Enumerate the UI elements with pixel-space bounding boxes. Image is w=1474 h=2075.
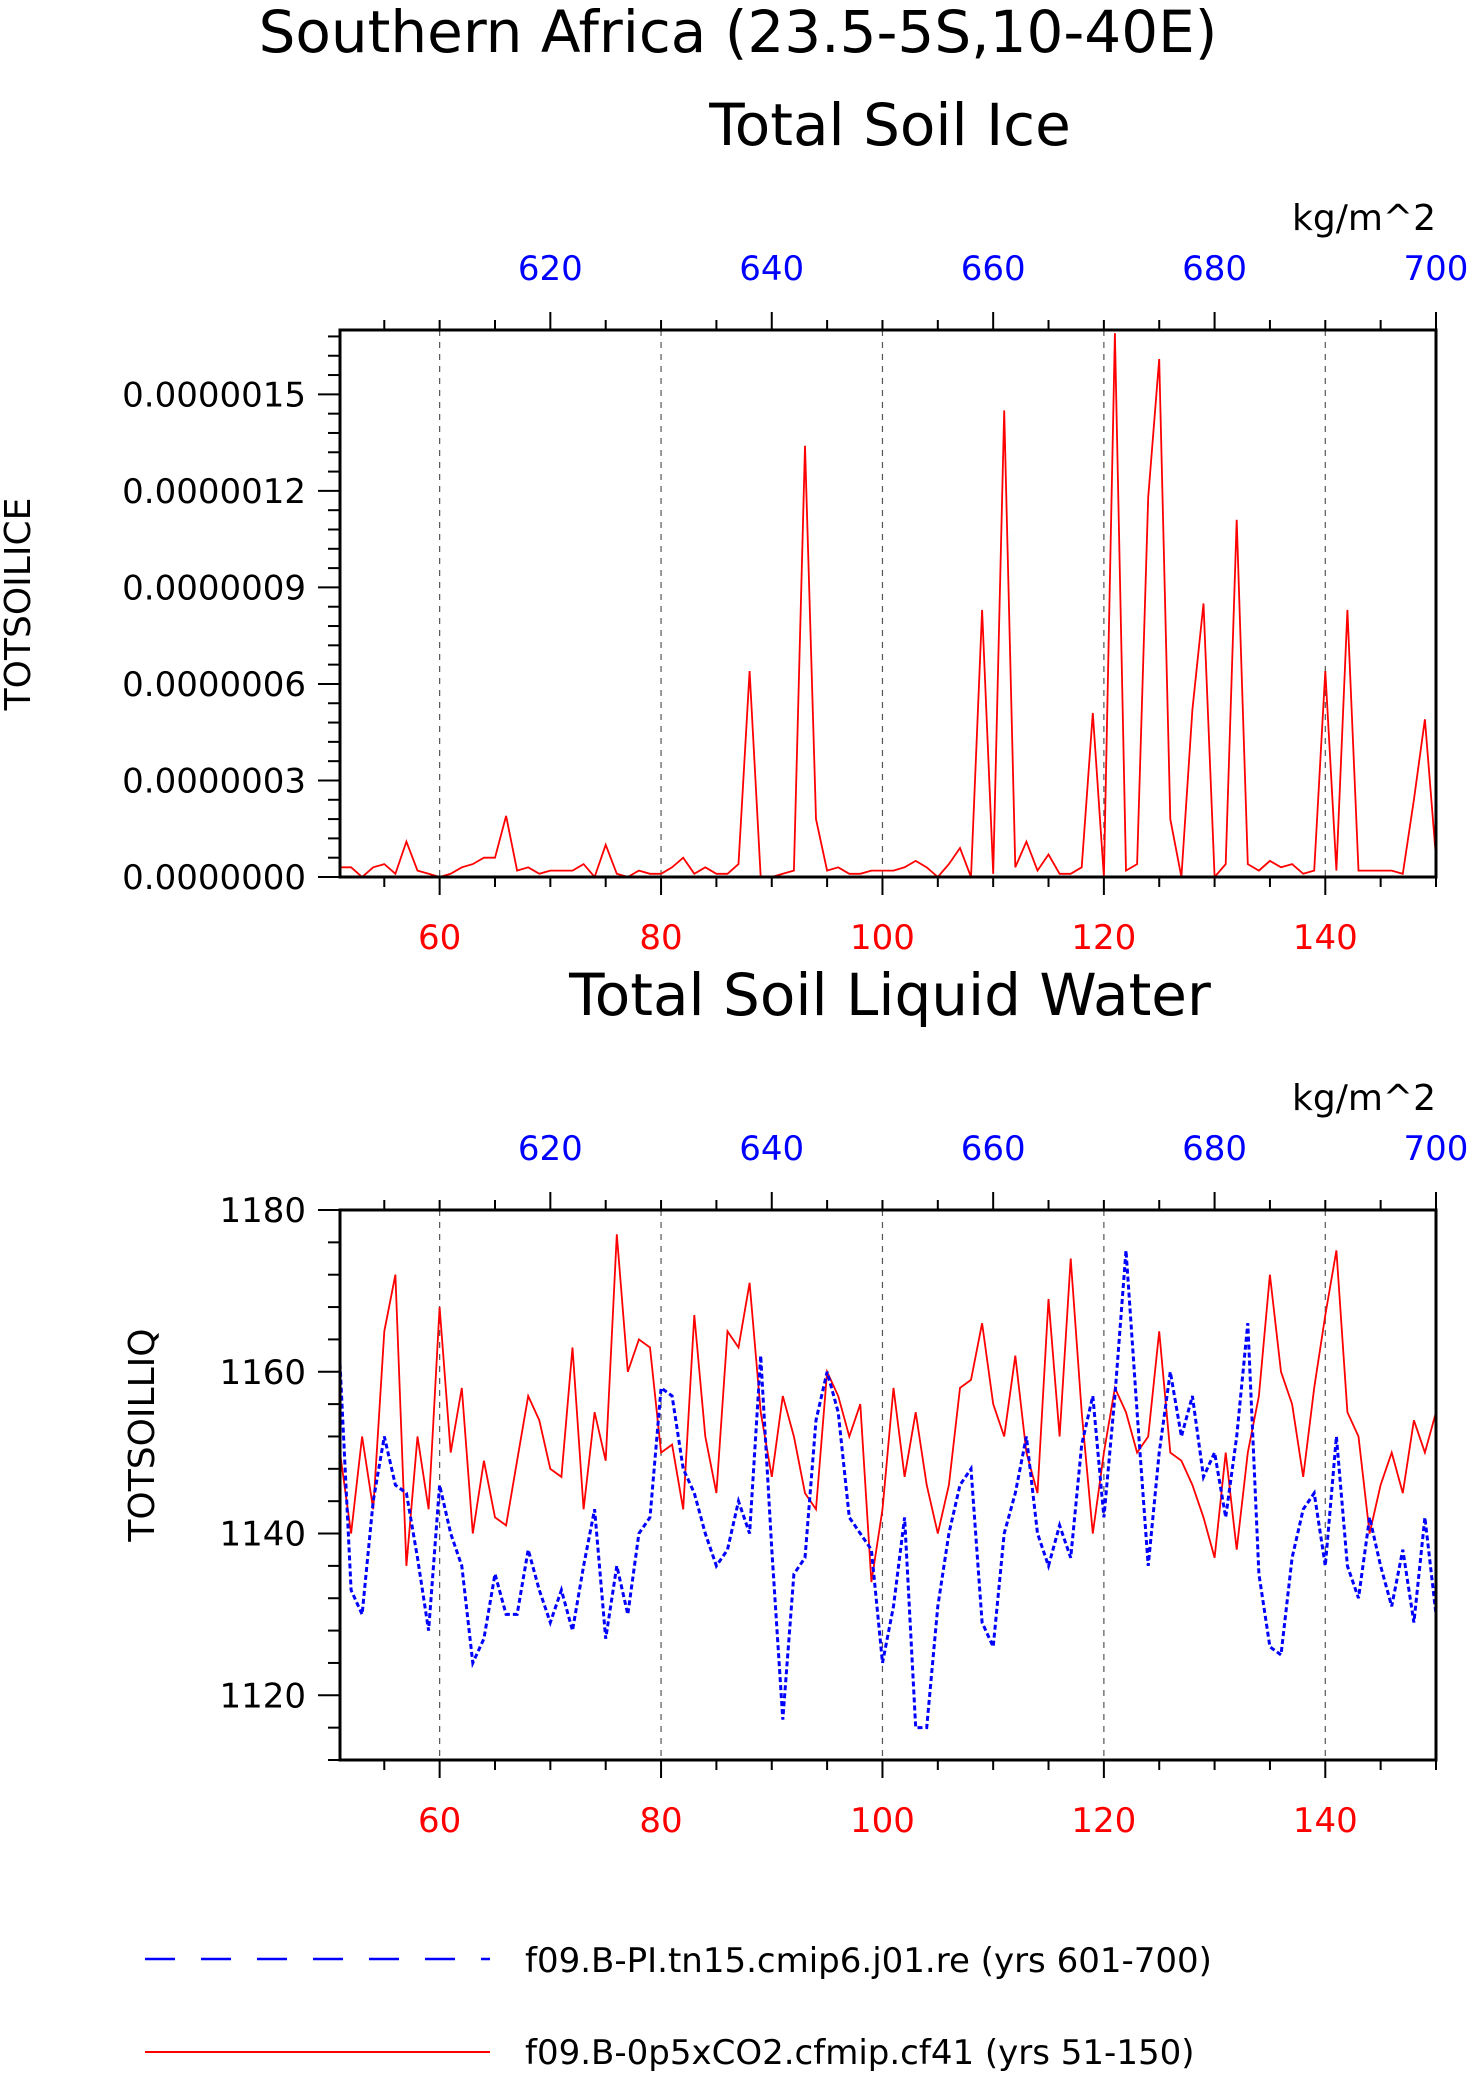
series-line-half-co2 [340, 333, 1437, 880]
units-label-soil-liquid-water: kg/m^2 [1292, 1078, 1436, 1119]
y-tick-label: 0.0000000 [122, 858, 306, 898]
x-bottom-tick-label: 120 [1071, 918, 1136, 958]
x-bottom-tick-label: 120 [1071, 1801, 1136, 1841]
x-bottom-tick-label: 60 [418, 1801, 461, 1841]
y-tick-label: 0.0000006 [122, 665, 306, 705]
series-soil-ice [340, 333, 1437, 880]
y-tick-label: 1160 [219, 1353, 306, 1393]
gridlines-soil-ice [439, 330, 1326, 877]
x-top-tick-label: 700 [1404, 249, 1469, 289]
x-top-tick-label: 700 [1404, 1129, 1469, 1169]
x-bottom-tick-label: 80 [639, 918, 682, 958]
y-tick-label: 0.0000012 [122, 472, 306, 512]
panel-soil-ice: Total Soil Ice kg/m^2 TOTSOILICE 0.00000… [0, 91, 1468, 958]
panel-title-soil-liquid-water: Total Soil Liquid Water [568, 961, 1211, 1029]
series-line-pi-control [338, 1250, 1438, 1730]
x-bottom-tick-labels-soil-liquid-water: 60 80 100 120 140 [418, 1801, 1358, 1841]
x-top-tick-label: 680 [1182, 1129, 1247, 1169]
x-top-tick-label: 620 [518, 249, 583, 289]
y-tick-label: 1180 [219, 1191, 306, 1231]
x-top-tick-label: 620 [518, 1129, 583, 1169]
series-line-half-co2 [339, 1234, 1437, 1583]
x-top-tick-label: 640 [739, 1129, 804, 1169]
x-bottom-tick-label: 100 [850, 918, 915, 958]
panel-soil-liquid-water: Total Soil Liquid Water kg/m^2 TOTSOILLI… [122, 961, 1468, 1841]
units-label-soil-ice: kg/m^2 [1292, 198, 1436, 239]
x-top-tick-labels-soil-ice: 620 640 660 680 700 [518, 249, 1469, 289]
y-tick-labels-soil-liquid-water: 1120 1140 1160 1180 [219, 1191, 306, 1716]
legend-label-half-co2: f09.B-0p5xCO2.cfmip.cf41 (yrs 51-150) [525, 2033, 1194, 2073]
legend: f09.B-PI.tn15.cmip6.j01.re (yrs 601-700)… [145, 1941, 1212, 2073]
x-bottom-tick-label: 140 [1293, 1801, 1358, 1841]
legend-label-pi-control: f09.B-PI.tn15.cmip6.j01.re (yrs 601-700) [525, 1941, 1212, 1981]
y-axis-label-soil-ice: TOTSOILICE [0, 498, 39, 712]
x-top-tick-label: 660 [961, 1129, 1026, 1169]
x-top-tick-label: 640 [739, 249, 804, 289]
panel-title-soil-ice: Total Soil Ice [708, 91, 1071, 159]
x-bottom-tick-label: 140 [1293, 918, 1358, 958]
y-tick-label: 0.0000003 [122, 761, 306, 801]
y-tick-label: 0.0000015 [122, 375, 306, 415]
ticks-soil-liquid-water [318, 1192, 1437, 1778]
y-axis-label-soil-liquid-water: TOTSOILLIQ [122, 1328, 163, 1542]
y-tick-label: 0.0000009 [122, 568, 306, 608]
y-tick-label: 1120 [219, 1676, 306, 1716]
x-bottom-tick-label: 80 [639, 1801, 682, 1841]
page-title: Southern Africa (23.5-5S,10-40E) [259, 0, 1218, 66]
plot-frame-soil-liquid-water [338, 1208, 1438, 1762]
gridlines-soil-liquid-water [439, 1210, 1326, 1760]
plot-frame-soil-ice [338, 328, 1438, 879]
y-tick-labels-soil-ice: 0.0000000 0.0000003 0.0000006 0.0000009 0.00… [122, 375, 306, 898]
x-top-tick-labels-soil-liquid-water: 620 640 660 680 700 [518, 1129, 1469, 1169]
x-bottom-tick-label: 100 [850, 1801, 915, 1841]
x-top-tick-label: 660 [961, 249, 1026, 289]
y-tick-label: 1140 [219, 1515, 306, 1555]
x-top-tick-label: 680 [1182, 249, 1247, 289]
ticks-soil-ice [318, 312, 1437, 895]
x-bottom-tick-label: 60 [418, 918, 461, 958]
x-bottom-tick-labels-soil-ice: 60 80 100 120 140 [418, 918, 1358, 958]
series-soil-liquid-water [338, 1234, 1438, 1730]
